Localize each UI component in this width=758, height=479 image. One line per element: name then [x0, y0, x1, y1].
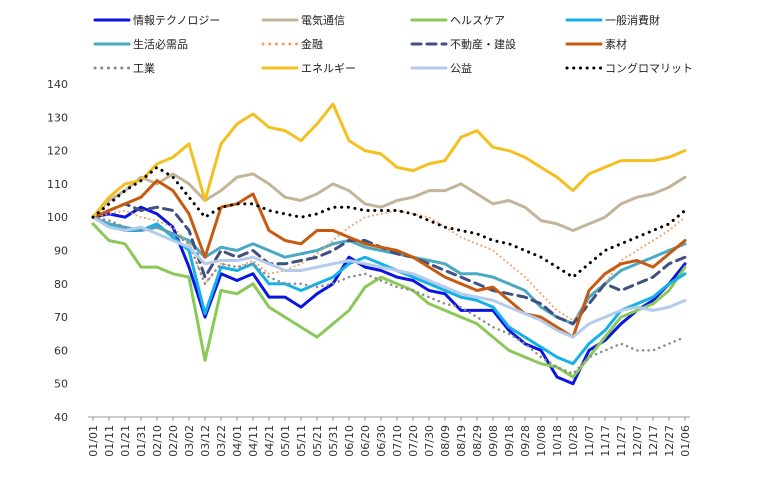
- y-tick-label: 70: [54, 311, 68, 324]
- series-line: [91, 165, 687, 279]
- x-tick-label: 01/11: [103, 425, 116, 457]
- x-tick-label: 06/10: [343, 425, 356, 457]
- x-tick-label: 03/22: [215, 425, 228, 457]
- y-axis: 40 50 60 70 80 90 100 110 120 130 140: [47, 78, 68, 424]
- series-line: [91, 205, 687, 386]
- legend-label: 工業: [133, 62, 155, 75]
- y-tick-label: 130: [47, 111, 68, 124]
- series-line: [91, 102, 687, 219]
- x-tick-label: 05/21: [311, 425, 324, 457]
- x-tick-label: 01/31: [135, 425, 148, 457]
- x-tick-label: 06/20: [359, 425, 372, 457]
- legend-label: 不動産・建設: [450, 37, 516, 51]
- series-line: [91, 215, 687, 366]
- series-line: [91, 215, 687, 339]
- legend-label: ヘルスケア: [450, 14, 505, 27]
- x-tick-label: 12/17: [647, 425, 660, 457]
- x-tick-label: 04/01: [231, 425, 244, 457]
- x-tick-label: 07/10: [391, 425, 404, 457]
- series-line: [92, 209, 686, 322]
- series-layer: [91, 102, 687, 386]
- y-tick-label: 50: [54, 378, 68, 391]
- y-tick-label: 60: [54, 344, 68, 357]
- x-tick-label: 05/11: [295, 425, 308, 457]
- x-tick-label: 09/08: [487, 425, 500, 457]
- legend-label: 素材: [605, 37, 627, 51]
- y-tick-label: 40: [54, 411, 68, 424]
- y-tick-label: 100: [47, 211, 68, 224]
- x-tick-label: 07/20: [407, 425, 420, 457]
- y-tick-label: 110: [47, 178, 68, 191]
- y-tick-label: 120: [47, 145, 68, 158]
- series-line: [91, 179, 687, 339]
- x-tick-label: 08/29: [471, 425, 484, 457]
- legend-label: 公益: [450, 61, 472, 75]
- x-tick-label: 05/31: [327, 425, 340, 457]
- y-tick-label: 90: [54, 245, 68, 258]
- x-tick-label: 11/07: [583, 425, 596, 457]
- legend-label: コングロマリット: [605, 61, 693, 75]
- x-tick-label: 08/09: [439, 425, 452, 457]
- x-tick-label: 08/19: [455, 425, 468, 457]
- x-tick-label: 01/01: [87, 425, 100, 457]
- x-tick-label: 11/17: [599, 425, 612, 457]
- x-tick-label: 09/18: [503, 425, 516, 457]
- x-tick-label: 03/02: [183, 425, 196, 457]
- x-tick-label: 04/11: [247, 425, 260, 457]
- legend-label: 金融: [301, 37, 323, 51]
- series-line: [91, 172, 687, 232]
- y-tick-label: 80: [54, 278, 68, 291]
- x-tick-label: 01/06: [679, 425, 692, 457]
- y-tick-label: 140: [47, 78, 68, 91]
- legend-label: 電気通信: [301, 13, 345, 27]
- series-line: [91, 215, 687, 375]
- x-tick-label: 02/20: [167, 425, 180, 457]
- x-tick-label: 05/01: [279, 425, 292, 457]
- x-tick-label: 07/30: [423, 425, 436, 457]
- x-tick-label: 11/27: [615, 425, 628, 457]
- x-tick-label: 06/30: [375, 425, 388, 457]
- x-tick-label: 01/21: [119, 425, 132, 457]
- x-tick-label: 12/07: [631, 425, 644, 457]
- x-tick-label: 12/27: [663, 425, 676, 457]
- x-tick-label: 09/28: [519, 425, 532, 457]
- series-line: [91, 215, 687, 326]
- x-tick-label: 10/18: [551, 425, 564, 457]
- legend-label: エネルギー: [301, 62, 356, 75]
- legend-label: 情報テクノロジー: [133, 14, 220, 27]
- legend-label: 一般消費財: [605, 13, 660, 27]
- x-tick-label: 10/08: [535, 425, 548, 457]
- series-line: [91, 202, 687, 326]
- x-tick-label: 10/28: [567, 425, 580, 457]
- x-tick-label: 03/12: [199, 425, 212, 457]
- legend-label: 生活必需品: [133, 37, 188, 51]
- x-tick-label: 02/10: [151, 425, 164, 457]
- x-tick-label: 04/21: [263, 425, 276, 457]
- x-axis: 01/01 01/11 01/21 01/31 02/10 02/20 03/02 03/12…: [87, 416, 692, 457]
